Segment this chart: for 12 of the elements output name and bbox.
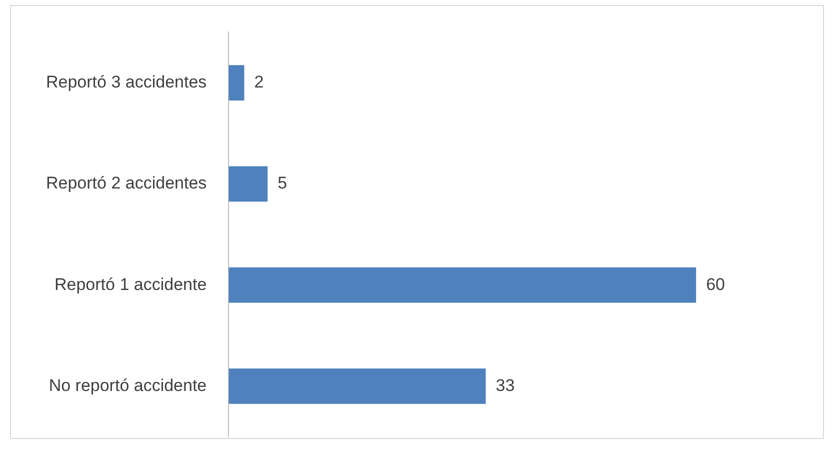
- data-label: 60: [706, 274, 726, 294]
- bar: [228, 65, 244, 100]
- data-label: 2: [254, 72, 264, 92]
- data-label: 5: [278, 174, 288, 193]
- y-tick-label: No reportó accidente: [48, 376, 207, 395]
- y-tick-label: Reportó 3 accidentes: [46, 72, 207, 92]
- y-tick-label: Reportó 1 accidente: [54, 274, 207, 294]
- y-tick-label: Reportó 2 accidentes: [46, 174, 207, 193]
- bar: [228, 166, 268, 202]
- data-label: 33: [496, 376, 515, 395]
- bar: [228, 368, 486, 404]
- bar: [228, 267, 696, 303]
